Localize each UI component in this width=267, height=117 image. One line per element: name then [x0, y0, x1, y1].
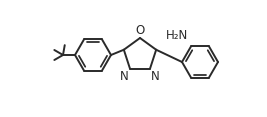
Text: O: O	[135, 24, 145, 37]
Text: H₂N: H₂N	[166, 29, 188, 42]
Text: N: N	[151, 70, 160, 83]
Text: N: N	[120, 70, 129, 83]
